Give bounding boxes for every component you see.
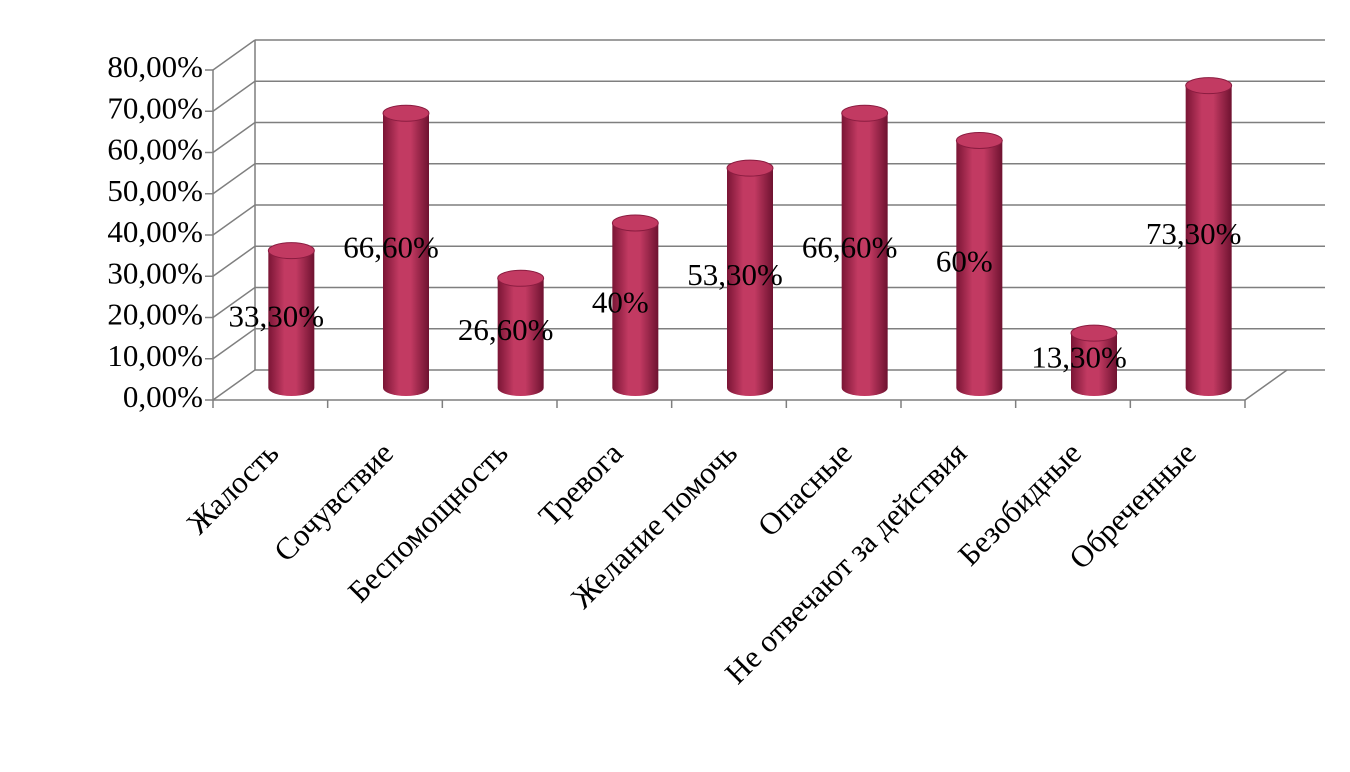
y-tick-label: 70,00%	[107, 90, 203, 125]
bar-top	[382, 104, 430, 122]
value-label: 66,60%	[802, 230, 898, 265]
grid-line-side	[212, 245, 256, 277]
y-tick-label: 80,00%	[107, 49, 203, 84]
y-tick-label: 30,00%	[107, 255, 203, 290]
bar-top	[955, 132, 1003, 149]
value-label: 60%	[936, 243, 993, 278]
bar	[841, 113, 888, 397]
y-tick-label: 60,00%	[107, 132, 203, 167]
value-label: 13,30%	[1031, 340, 1127, 375]
bar	[383, 113, 429, 397]
bar-top	[611, 214, 659, 232]
grid-line-side	[212, 204, 256, 236]
y-tick-label: 40,00%	[107, 214, 203, 249]
value-label: 40%	[592, 285, 649, 320]
value-label: 33,30%	[229, 298, 325, 333]
grid-line-side	[212, 286, 256, 319]
grid-line-side	[212, 328, 256, 360]
x-tick-label: Тревога	[531, 435, 629, 533]
bar	[1185, 85, 1232, 396]
bar	[497, 278, 544, 396]
bar	[727, 168, 773, 396]
x-tick-label: Опасные	[751, 435, 859, 543]
grid-line-side	[212, 39, 256, 71]
value-label: 66,60%	[343, 230, 439, 265]
grid-line-side	[212, 80, 256, 112]
bar	[1071, 333, 1117, 396]
grid-line-side	[212, 163, 256, 195]
bar	[268, 250, 315, 396]
grid-line-side	[212, 121, 256, 154]
y-tick-label: 50,00%	[107, 173, 203, 208]
y-tick-label: 10,00%	[107, 338, 203, 373]
bar-top	[267, 242, 315, 260]
grid-line-side	[212, 369, 256, 401]
bar-top	[1185, 77, 1233, 95]
y-tick-label: 0,00%	[123, 379, 203, 414]
bar	[612, 223, 659, 396]
bar-top	[841, 104, 889, 122]
bar-top	[497, 269, 545, 287]
axis-line	[1244, 369, 1288, 401]
value-label: 53,30%	[687, 257, 783, 292]
bar-top	[1070, 324, 1118, 342]
y-tick-label: 20,00%	[107, 297, 203, 332]
value-label: 73,30%	[1146, 216, 1242, 251]
x-tick-label: Не отвечают за действия	[718, 435, 973, 690]
x-tick-label: Жалость	[180, 435, 286, 541]
value-label: 26,60%	[458, 312, 554, 347]
bar	[956, 140, 1003, 396]
bar-top	[726, 159, 774, 177]
